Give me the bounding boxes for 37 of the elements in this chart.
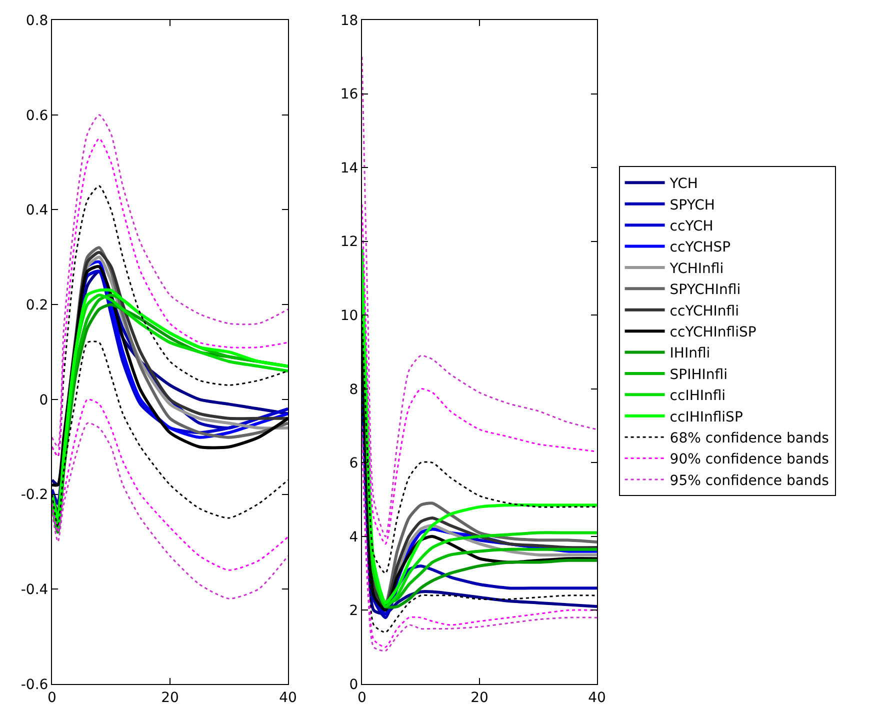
legend-label: YCH bbox=[668, 176, 698, 192]
legend-label: SPIHInfli bbox=[670, 366, 728, 383]
legend-label: 90% confidence bands bbox=[670, 452, 829, 468]
legend-label: 68% confidence bands bbox=[670, 430, 829, 447]
legend-label: ccIHInfli bbox=[670, 388, 726, 404]
legend-label: IHInfli bbox=[670, 346, 710, 362]
y-tick-label: 18 bbox=[340, 12, 358, 29]
y-tick-label: -0.4 bbox=[20, 582, 48, 598]
legend-label: ccIHInfliSP bbox=[670, 409, 743, 426]
y-tick-label: -0.6 bbox=[20, 676, 48, 693]
y-tick-label: 0.8 bbox=[26, 12, 48, 29]
y-tick-label: 12 bbox=[340, 234, 358, 250]
legend-label: 95% confidence bands bbox=[670, 472, 829, 489]
legend-label: ccYCHInfli bbox=[670, 303, 740, 320]
x-tick-label: 40 bbox=[588, 690, 606, 706]
x-tick-label: 20 bbox=[161, 690, 179, 706]
x-tick-label: 40 bbox=[279, 690, 297, 706]
legend-label: SPYCH bbox=[670, 197, 715, 214]
legend-label: SPYCHInfli bbox=[670, 282, 741, 298]
y-tick-label: 0.6 bbox=[26, 108, 48, 124]
y-tick-label: 10 bbox=[340, 308, 358, 324]
y-tick-label: 0.4 bbox=[26, 202, 48, 219]
y-tick-label: 6 bbox=[349, 456, 358, 472]
y-tick-label: -0.2 bbox=[20, 487, 48, 504]
y-tick-label: 0.2 bbox=[26, 297, 48, 314]
y-tick-label: 2 bbox=[349, 603, 358, 620]
y-tick-label: 14 bbox=[340, 160, 358, 176]
y-tick-label: 4 bbox=[349, 529, 358, 546]
legend-label: ccYCHSP bbox=[670, 240, 731, 256]
y-tick-label: 0 bbox=[349, 676, 358, 693]
y-tick-label: 8 bbox=[349, 382, 358, 398]
legend-label: ccYCH bbox=[670, 218, 714, 235]
legend-label: YCHInfli bbox=[668, 260, 724, 277]
y-tick-label: 16 bbox=[340, 86, 358, 103]
x-tick-label: 20 bbox=[470, 690, 488, 706]
legend-label: ccYCHInfliSP bbox=[670, 324, 756, 341]
y-tick-label: 0 bbox=[39, 392, 48, 408]
